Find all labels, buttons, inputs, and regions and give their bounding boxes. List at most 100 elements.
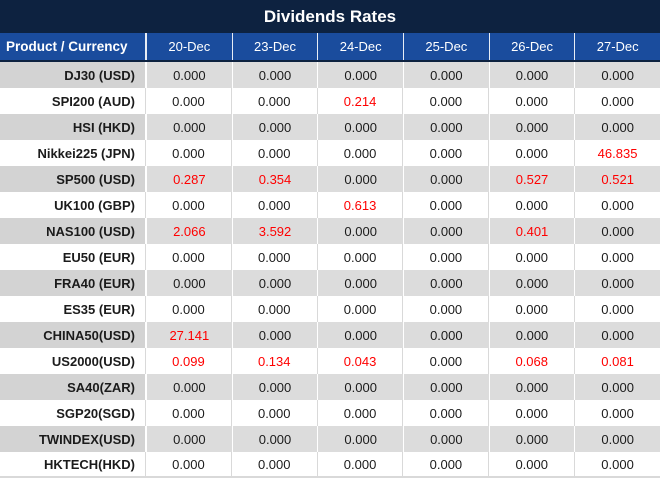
product-cell: SGP20(SGD) — [56, 405, 135, 421]
product-cell: TWINDEX(USD) — [0, 426, 145, 452]
dividend-value-cell: 0.521 — [574, 166, 660, 192]
dividend-value-cell: 0.527 — [488, 166, 575, 192]
dividend-value-cell: 0.287 — [145, 166, 232, 192]
dividend-value-cell: 0.000 — [316, 140, 403, 166]
table-row: ES35 (EUR) 0.000 0.000 0.000 0.000 0.000 0.000 — [0, 296, 660, 322]
dividend-value-cell: 0.000 — [145, 426, 232, 452]
dividend-value-cell: 0.000 — [145, 62, 232, 88]
dividend-value-cell: 0.000 — [574, 62, 660, 88]
dividend-value-cell: 0.000 — [574, 322, 660, 348]
table-row: SPI200 (AUD) 0.000 0.000 0.214 0.000 0.000 0.0… — [0, 88, 660, 114]
dividend-value-cell: 0.000 — [145, 114, 232, 140]
dividend-value-cell: 0.000 — [231, 426, 318, 452]
dividend-value-cell: 0.000 — [403, 322, 489, 348]
dividend-value-cell: 0.099 — [145, 348, 231, 374]
product-cell: HKTECH(HKD) — [44, 456, 135, 472]
dividend-value-cell: 0.000 — [402, 192, 488, 218]
dividend-value-cell: 0.000 — [231, 62, 318, 88]
dividend-value-cell: 0.214 — [316, 88, 403, 114]
table-row: CHINA50(USD) 27.141 0.000 0.000 0.000 0.000 0.… — [0, 322, 660, 348]
dividend-value-cell: 0.000 — [145, 296, 231, 322]
product-cell: UK100 (GBP) — [54, 197, 135, 213]
dividend-value-cell: 0.000 — [403, 114, 489, 140]
dividend-value-cell: 0.000 — [403, 218, 489, 244]
dividend-value-cell: 0.000 — [488, 400, 574, 426]
dividend-value-cell: 0.000 — [145, 244, 231, 270]
dividend-value-cell: 0.000 — [574, 114, 660, 140]
dividend-value-cell: 0.000 — [402, 452, 488, 476]
dividend-value-cell: 0.000 — [145, 374, 232, 400]
column-header-date: 23-Dec — [231, 33, 318, 60]
dividend-value-cell: 0.000 — [574, 452, 660, 476]
dividend-value-cell: 0.000 — [230, 452, 317, 476]
column-header-date: 27-Dec — [574, 33, 660, 60]
dividend-value-cell: 0.000 — [403, 426, 489, 452]
table-row: FRA40 (EUR) 0.000 0.000 0.000 0.000 0.000 0.00… — [0, 270, 660, 296]
dividend-value-cell: 0.613 — [316, 192, 403, 218]
dividend-value-cell: 0.000 — [317, 270, 404, 296]
dividend-value-cell: 0.000 — [317, 426, 404, 452]
dividend-value-cell: 0.000 — [316, 296, 403, 322]
column-header-product: Product / Currency — [6, 39, 128, 54]
dividend-value-cell: 0.000 — [402, 400, 488, 426]
dividend-value-cell: 0.000 — [231, 322, 318, 348]
dividend-value-cell: 0.000 — [317, 374, 404, 400]
dividend-value-cell: 0.000 — [488, 140, 574, 166]
product-cell: EU50 (EUR) — [62, 249, 135, 265]
dividend-value-cell: 0.000 — [230, 140, 317, 166]
dividend-value-cell: 0.000 — [403, 270, 489, 296]
dividend-value-cell: 0.000 — [145, 88, 231, 114]
dividend-value-cell: 0.000 — [316, 400, 403, 426]
product-cell: SA40(ZAR) — [0, 374, 145, 400]
dividend-value-cell: 0.000 — [574, 192, 660, 218]
dividend-value-cell: 0.000 — [488, 322, 575, 348]
table-row: SP500 (USD) 0.287 0.354 0.000 0.000 0.527 0.52… — [0, 166, 660, 192]
dividend-value-cell: 0.068 — [488, 348, 574, 374]
dividend-value-cell: 0.134 — [230, 348, 317, 374]
dividend-value-cell: 0.000 — [145, 192, 231, 218]
dividend-value-cell: 0.000 — [230, 192, 317, 218]
product-cell: Nikkei225 (JPN) — [37, 145, 135, 161]
table-row: SGP20(SGD) 0.000 0.000 0.000 0.000 0.000 0.000 — [0, 400, 660, 426]
dividend-value-cell: 0.000 — [574, 218, 660, 244]
dividend-value-cell: 0.354 — [231, 166, 318, 192]
dividend-value-cell: 0.043 — [316, 348, 403, 374]
product-cell: DJ30 (USD) — [0, 62, 145, 88]
product-cell: CHINA50(USD) — [0, 322, 145, 348]
table-row: EU50 (EUR) 0.000 0.000 0.000 0.000 0.000 0.000 — [0, 244, 660, 270]
dividend-value-cell: 0.000 — [231, 114, 318, 140]
product-cell: US2000(USD) — [51, 353, 135, 369]
dividend-value-cell: 0.000 — [488, 296, 574, 322]
table-row: UK100 (GBP) 0.000 0.000 0.613 0.000 0.000 0.00… — [0, 192, 660, 218]
dividend-value-cell: 0.000 — [230, 400, 317, 426]
dividend-value-cell: 0.000 — [488, 452, 574, 476]
table-row: HSI (HKD) 0.000 0.000 0.000 0.000 0.000 0.000 — [0, 114, 660, 140]
dividend-value-cell: 0.000 — [402, 348, 488, 374]
dividend-value-cell: 0.000 — [230, 244, 317, 270]
dividend-value-cell: 0.000 — [402, 244, 488, 270]
dividend-value-cell: 0.000 — [402, 88, 488, 114]
table-body: DJ30 (USD) 0.000 0.000 0.000 0.000 0.000 0.000… — [0, 62, 660, 478]
table-row: NAS100 (USD) 2.066 3.592 0.000 0.000 0.401 0.0… — [0, 218, 660, 244]
dividend-value-cell: 0.000 — [145, 400, 231, 426]
column-header-date: 24-Dec — [317, 33, 403, 60]
column-header-date: 20-Dec — [145, 33, 232, 60]
dividend-value-cell: 27.141 — [145, 322, 232, 348]
column-header-date: 25-Dec — [403, 33, 489, 60]
dividend-value-cell: 0.000 — [488, 114, 575, 140]
dividend-value-cell: 0.000 — [231, 270, 318, 296]
dividend-value-cell: 0.000 — [403, 62, 489, 88]
table-header-row: Product / Currency 20-Dec 23-Dec 24-Dec 25-… — [0, 33, 660, 62]
dividend-value-cell: 46.835 — [574, 140, 660, 166]
dividend-value-cell: 0.000 — [574, 296, 660, 322]
product-cell: FRA40 (EUR) — [0, 270, 145, 296]
product-cell: HSI (HKD) — [0, 114, 145, 140]
dividend-value-cell: 0.000 — [317, 114, 404, 140]
dividend-value-cell: 0.000 — [317, 166, 404, 192]
dividend-value-cell: 0.000 — [231, 374, 318, 400]
dividend-value-cell: 0.000 — [316, 452, 403, 476]
dividend-value-cell: 0.000 — [574, 88, 660, 114]
table-row: HKTECH(HKD) 0.000 0.000 0.000 0.000 0.000 0.00… — [0, 452, 660, 478]
dividend-value-cell: 0.000 — [230, 88, 317, 114]
dividend-value-cell: 0.000 — [574, 374, 660, 400]
